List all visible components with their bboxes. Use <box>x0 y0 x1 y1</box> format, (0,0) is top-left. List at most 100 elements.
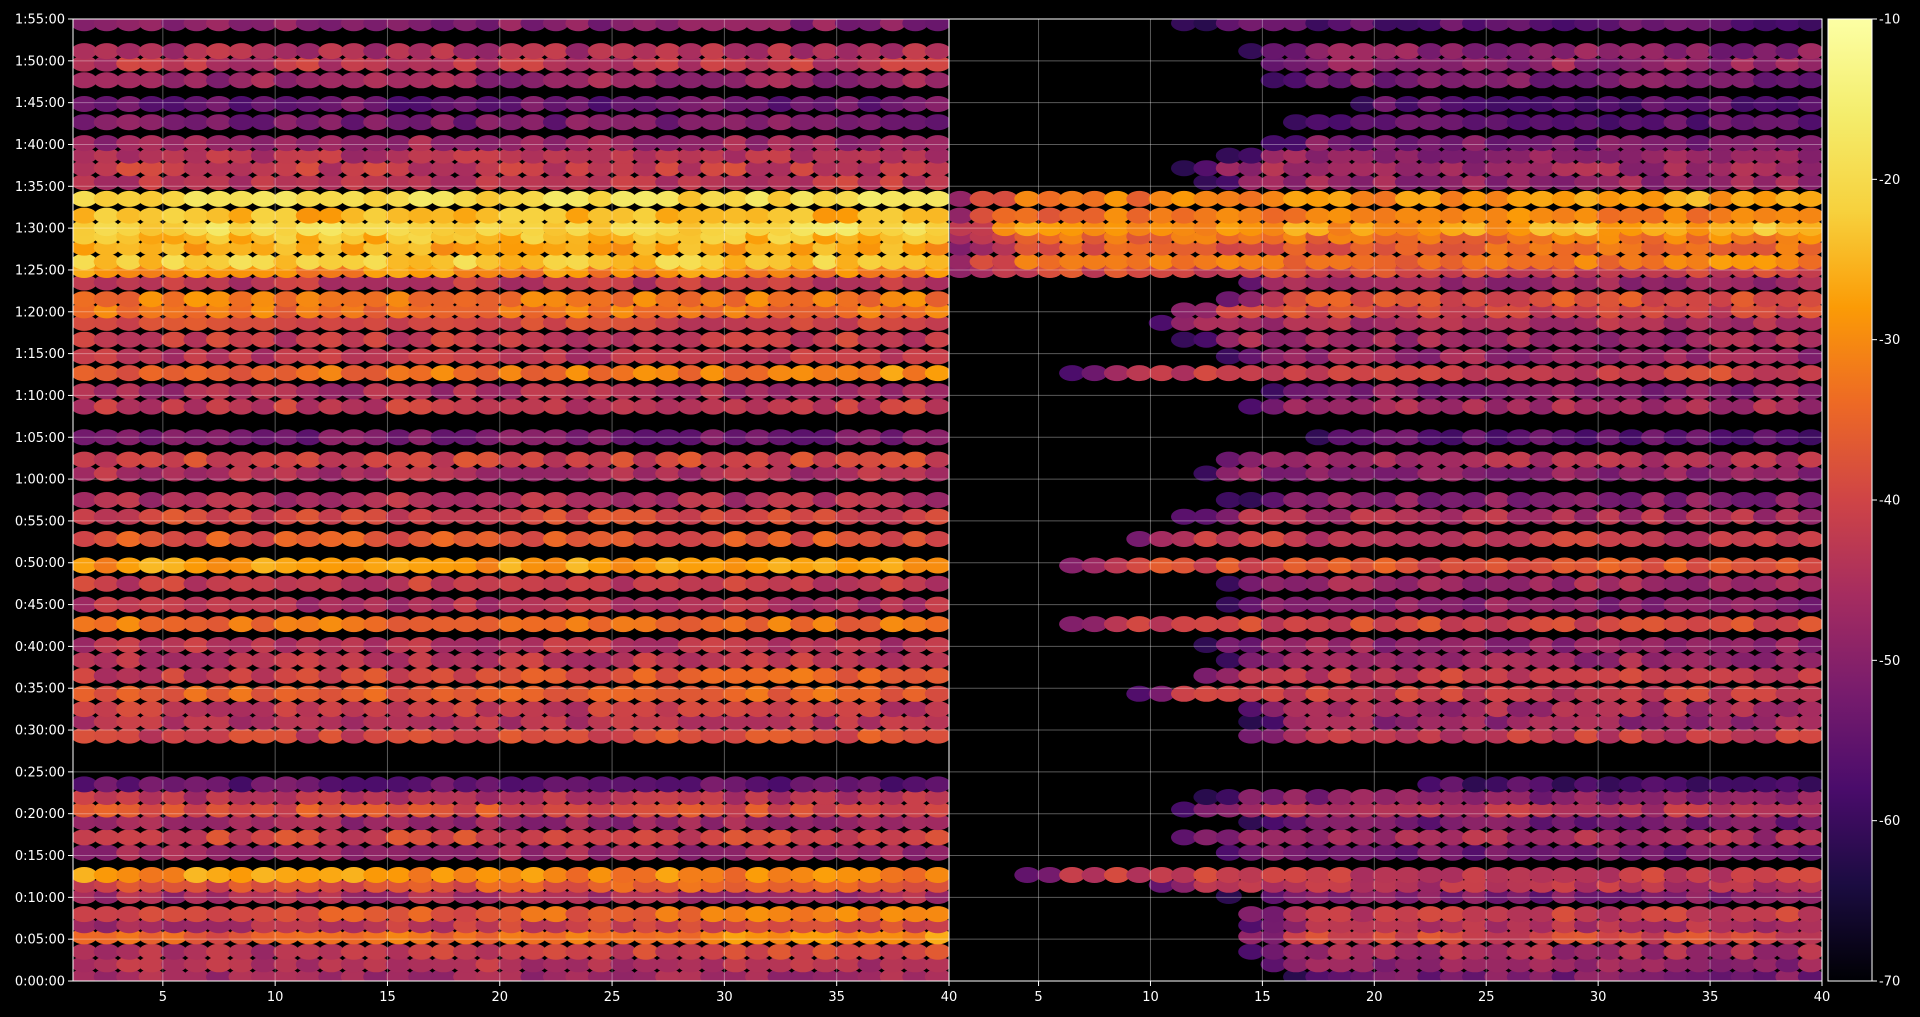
heatmap-cell <box>610 43 637 60</box>
heatmap-cell <box>722 365 749 382</box>
heatmap-cell <box>1775 302 1802 319</box>
heatmap-cell <box>1305 331 1332 348</box>
heatmap-cell <box>475 19 502 32</box>
heatmap-cell <box>1730 829 1757 846</box>
heatmap-cell <box>1350 72 1377 89</box>
heatmap-cell <box>250 531 277 547</box>
heatmap-cell <box>1685 160 1712 177</box>
heatmap-cell <box>453 291 480 308</box>
heatmap-cell <box>1327 956 1354 973</box>
heatmap-cell <box>587 331 614 348</box>
heatmap-cell <box>857 637 884 653</box>
y-tick-label: 0:10:00 <box>15 891 65 906</box>
heatmap-cell <box>745 968 772 981</box>
heatmap-cell <box>1462 727 1488 744</box>
heatmap-cell <box>924 801 949 818</box>
heatmap-cell <box>318 867 345 883</box>
heatmap-cell <box>1685 239 1712 256</box>
heatmap-cell <box>902 43 929 60</box>
heatmap-cell <box>1596 956 1623 973</box>
heatmap-cell <box>1193 616 1220 633</box>
heatmap-cell <box>879 451 906 468</box>
heatmap-cell <box>318 96 345 112</box>
heatmap-cell <box>1663 398 1690 415</box>
heatmap-cell <box>745 652 772 669</box>
heatmap-cell <box>1551 239 1578 256</box>
heatmap-cell <box>700 776 727 793</box>
heatmap-cell <box>1372 968 1399 981</box>
heatmap-cell <box>1663 727 1690 744</box>
heatmap-cell <box>1663 239 1690 256</box>
heatmap-cell <box>430 174 457 191</box>
heatmap-cell <box>1775 274 1802 291</box>
heatmap-cell <box>430 96 457 112</box>
heatmap-cell <box>834 789 861 805</box>
heatmap-cell <box>498 96 524 112</box>
heatmap-cell <box>1641 637 1668 653</box>
heatmap-cell <box>1193 220 1220 237</box>
heatmap-cell <box>1417 829 1444 846</box>
heatmap-cell <box>116 956 143 973</box>
heatmap-cell <box>587 492 614 508</box>
heatmap-cell <box>1708 917 1735 934</box>
heatmap-cell <box>834 314 861 331</box>
heatmap-cell <box>924 220 949 237</box>
heatmap-cell <box>206 429 232 446</box>
heatmap-cell <box>1283 906 1309 923</box>
heatmap-cell <box>722 160 749 177</box>
heatmap-cell <box>924 701 949 718</box>
heatmap-cell <box>475 814 502 831</box>
heatmap-cell <box>1148 207 1175 224</box>
heatmap-cell <box>1394 928 1421 945</box>
heatmap-cell <box>1327 239 1354 256</box>
heatmap-cell <box>1797 96 1822 112</box>
heatmap-cell <box>1394 253 1421 270</box>
heatmap-cell <box>93 96 120 112</box>
heatmap-cell <box>542 968 569 981</box>
heatmap-cell <box>722 557 749 574</box>
heatmap-cell <box>1551 685 1578 702</box>
heatmap-cell <box>812 701 839 718</box>
heatmap-cell <box>790 829 816 846</box>
heatmap-cell <box>1372 135 1399 152</box>
y-tick-label: 0:25:00 <box>15 765 65 780</box>
heatmap-cell <box>138 302 165 319</box>
heatmap-cell <box>385 789 412 805</box>
heatmap-cell <box>632 398 659 415</box>
heatmap-cell <box>700 508 727 525</box>
heatmap-cell <box>475 429 502 446</box>
heatmap-cell <box>655 365 682 382</box>
heatmap-cell <box>116 801 143 818</box>
heatmap-cell <box>1529 314 1556 331</box>
heatmap-cell <box>745 531 772 547</box>
heatmap-cell <box>453 398 480 415</box>
heatmap-cell <box>812 652 839 669</box>
heatmap-cell <box>363 302 390 319</box>
heatmap-cell <box>1305 348 1332 365</box>
heatmap-cell <box>1260 239 1287 256</box>
heatmap-cell <box>183 429 210 446</box>
heatmap-cell <box>430 147 457 164</box>
heatmap-cell <box>1730 637 1757 653</box>
heatmap-cell <box>73 72 98 89</box>
heatmap-cell <box>1596 55 1623 72</box>
heatmap-cell <box>834 160 861 177</box>
heatmap-cell <box>1372 531 1399 547</box>
heatmap-cell <box>318 906 345 923</box>
heatmap-cell <box>498 19 524 32</box>
heatmap-cell <box>318 302 345 319</box>
heatmap-cell <box>250 814 277 831</box>
heatmap-cell <box>273 147 300 164</box>
heatmap-cell <box>767 814 794 831</box>
heatmap-cell <box>1506 789 1533 805</box>
heatmap-cell <box>1394 801 1421 818</box>
heatmap-cell <box>857 776 884 793</box>
heatmap-cell <box>1641 943 1668 960</box>
heatmap-cell <box>1775 190 1802 207</box>
heatmap-cell <box>161 928 188 945</box>
heatmap-cell <box>677 557 704 574</box>
heatmap-cell <box>857 365 884 382</box>
heatmap-cell <box>1618 867 1645 883</box>
heatmap-cell <box>1283 348 1309 365</box>
heatmap-cell <box>812 531 839 547</box>
